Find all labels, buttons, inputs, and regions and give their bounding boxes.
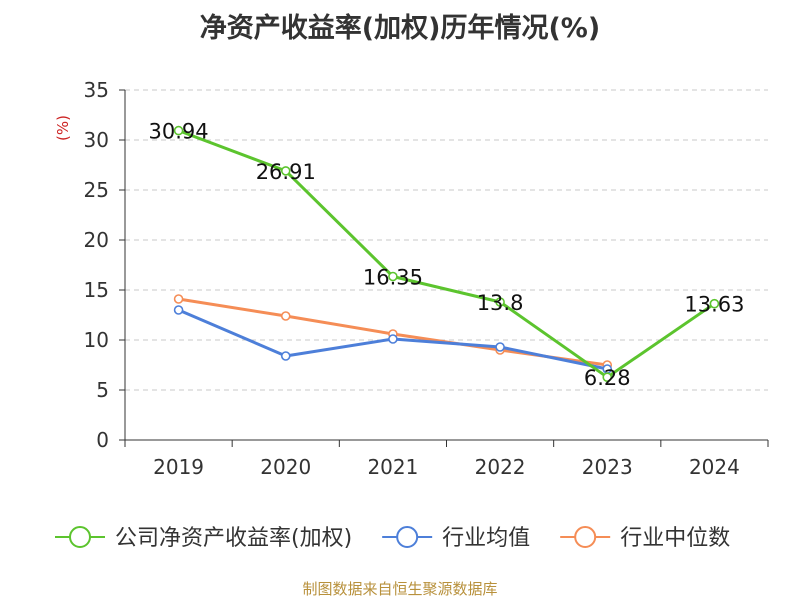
data-point [173, 305, 184, 315]
legend: 公司净资产收益率(加权) 行业均值 行业中位数 [55, 526, 730, 551]
data-label: 30.94 [149, 120, 209, 144]
legend-swatch-marker [69, 526, 91, 548]
legend-label: 行业均值 [442, 526, 530, 551]
data-point [495, 297, 505, 307]
data-point [280, 311, 291, 321]
series-layer [173, 125, 720, 383]
series-line [178, 129, 716, 379]
y-tick-label: 25 [84, 178, 109, 202]
y-tick-label: 30 [84, 128, 109, 152]
data-label: 13.63 [684, 293, 744, 317]
x-tick-label: 2022 [475, 455, 526, 479]
data-point [495, 342, 505, 352]
data-label-layer: 30.94 26.91 16.35 13.8 6.28 13.63 [149, 120, 745, 391]
data-point [173, 125, 184, 136]
x-tick-label: 2021 [367, 455, 418, 479]
legend-label: 行业中位数 [620, 526, 730, 551]
y-tick-label: 35 [84, 78, 109, 102]
data-point [709, 298, 720, 309]
y-tick-label: 20 [84, 228, 109, 252]
y-tick-label: 5 [96, 378, 109, 402]
data-point [280, 351, 291, 361]
data-label: 13.8 [477, 291, 524, 315]
chart-title: 净资产收益率(加权)历年情况(%) [199, 13, 601, 44]
y-tick-label: 10 [84, 328, 109, 352]
x-tick-label: 2020 [260, 455, 311, 479]
data-point [173, 294, 184, 304]
axis-layer: 0 5 10 15 20 25 30 35 (%) 2019 2020 2021 2022 2023 202… [54, 78, 769, 479]
data-point [280, 166, 291, 176]
legend-swatch-marker [396, 526, 419, 548]
x-tick-label: 2023 [582, 455, 633, 479]
y-tick-label: 15 [84, 278, 109, 302]
source-note: 制图数据来自恒生聚源数据库 [302, 580, 498, 598]
x-tick-label: 2019 [153, 455, 204, 479]
grid-layer [125, 89, 768, 391]
data-point [602, 372, 613, 383]
y-tick-label: 0 [96, 428, 109, 452]
legend-swatch-marker [574, 526, 597, 548]
data-point [388, 334, 398, 344]
data-point [388, 271, 398, 282]
data-label: 16.35 [363, 266, 423, 290]
legend-label: 公司净资产收益率(加权) [115, 526, 352, 551]
data-label: 26.91 [256, 160, 316, 184]
data-label: 6.28 [584, 366, 631, 390]
y-axis-unit-label: (%) [54, 115, 72, 141]
x-tick-label: 2024 [689, 455, 740, 479]
